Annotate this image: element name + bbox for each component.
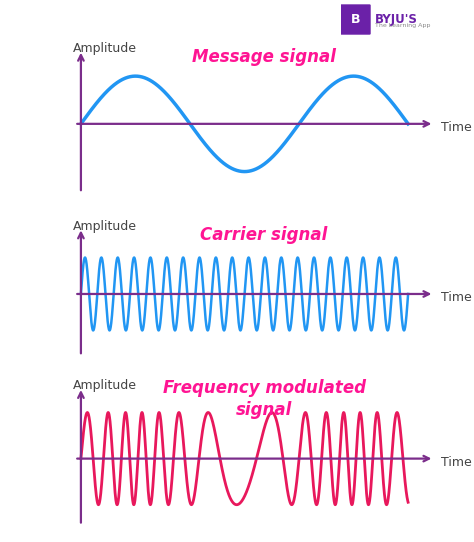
Text: Amplitude: Amplitude: [73, 220, 137, 233]
Text: Time: Time: [441, 291, 472, 304]
Text: Frequency modulated
signal: Frequency modulated signal: [163, 379, 365, 420]
Text: Amplitude: Amplitude: [73, 379, 137, 392]
FancyBboxPatch shape: [340, 4, 371, 35]
Text: Carrier signal: Carrier signal: [201, 226, 328, 244]
Text: BYJU'S: BYJU'S: [374, 13, 418, 26]
Text: B: B: [351, 13, 360, 26]
Text: Message signal: Message signal: [192, 48, 336, 67]
Text: The Learning App: The Learning App: [374, 23, 430, 28]
Text: Time: Time: [441, 456, 472, 469]
Text: Time: Time: [441, 121, 472, 134]
Text: Amplitude: Amplitude: [73, 42, 137, 55]
